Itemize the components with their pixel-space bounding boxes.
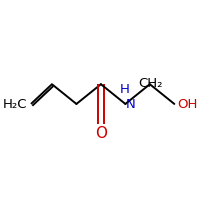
Text: H: H (120, 83, 130, 96)
Text: OH: OH (177, 98, 197, 111)
Text: N: N (126, 98, 136, 111)
Text: H₂C: H₂C (3, 98, 27, 111)
Text: CH₂: CH₂ (138, 77, 163, 90)
Text: O: O (95, 126, 107, 141)
